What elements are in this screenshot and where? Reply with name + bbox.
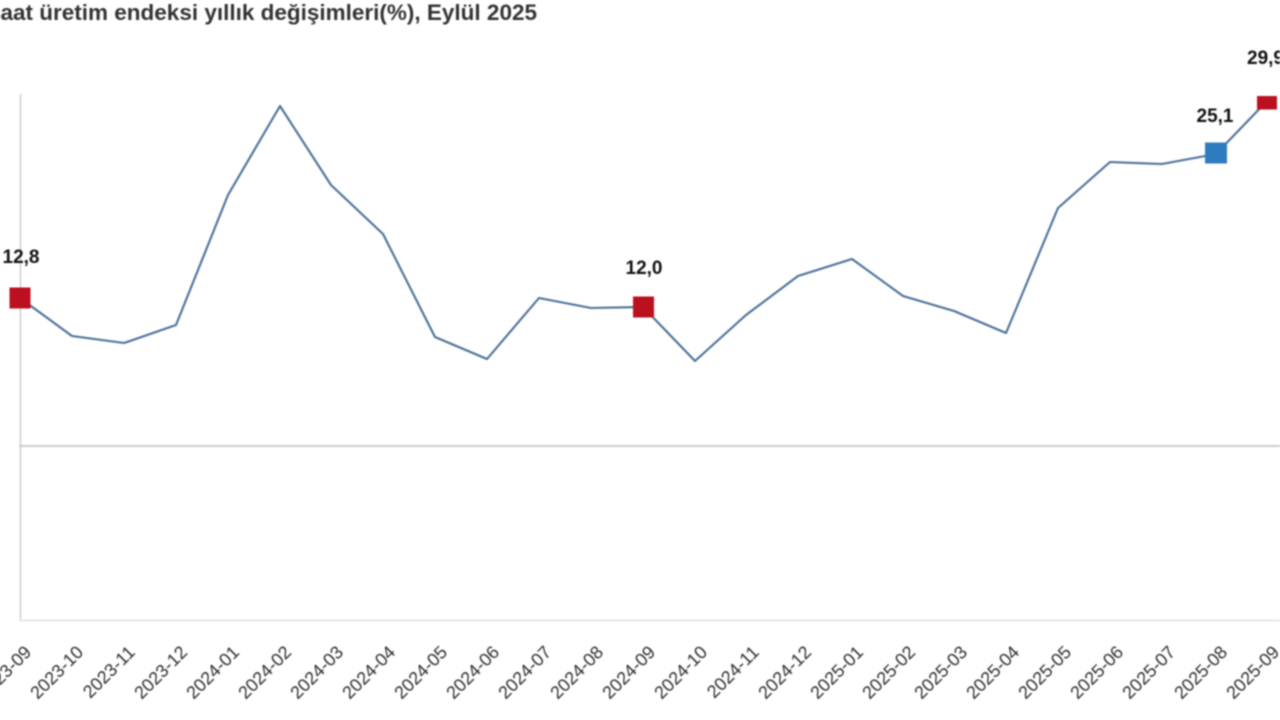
svg-text:12,8: 12,8 — [3, 247, 40, 268]
svg-text:12,0: 12,0 — [626, 258, 663, 279]
svg-text:29,9: 29,9 — [1247, 48, 1280, 69]
svg-text:25,1: 25,1 — [1197, 106, 1234, 127]
